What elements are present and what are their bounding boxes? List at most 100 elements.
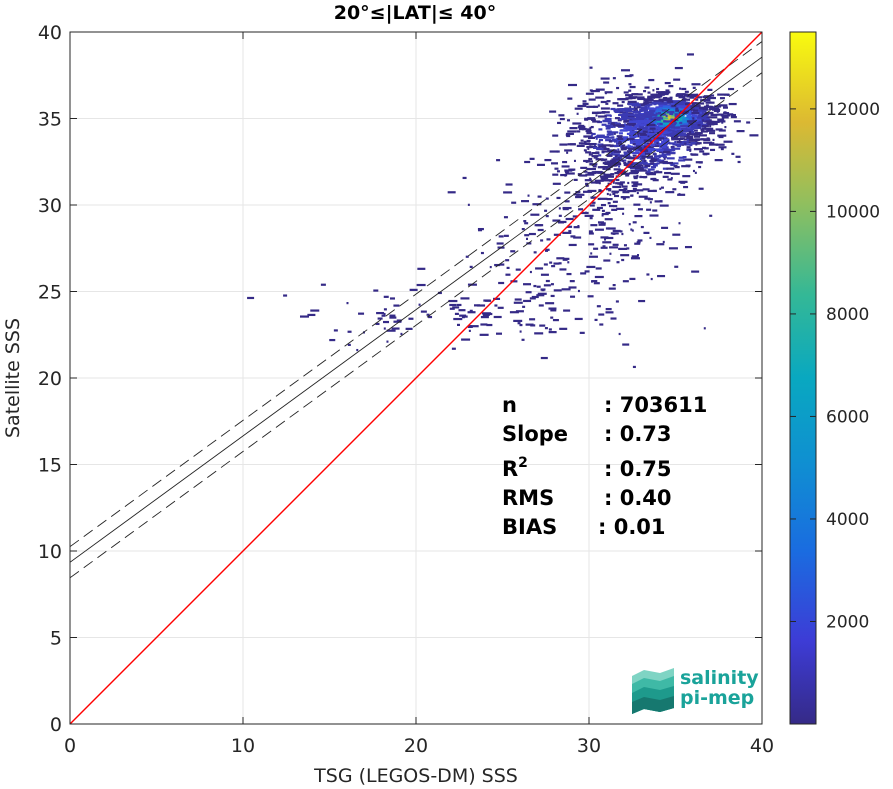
density-cell [637, 120, 647, 123]
density-cell [628, 107, 635, 111]
density-cell [700, 99, 705, 102]
density-cell [705, 104, 709, 107]
density-cell [652, 148, 661, 152]
density-cell [521, 227, 525, 231]
density-cell [656, 109, 664, 112]
density-cell [609, 162, 615, 165]
density-cell [670, 177, 673, 180]
density-cell [606, 130, 612, 133]
density-cell [691, 153, 697, 156]
density-cell [679, 121, 683, 125]
stat-value: : 0.75 [604, 457, 672, 481]
density-cell [677, 133, 687, 136]
density-cell [666, 148, 676, 151]
y-tick-label: 10 [38, 541, 62, 563]
density-cell [611, 208, 618, 211]
density-cell [545, 215, 549, 218]
density-cell [601, 209, 605, 212]
density-cell [637, 141, 643, 144]
density-cell [510, 280, 518, 283]
density-cell [686, 109, 689, 112]
density-cell [650, 177, 656, 181]
density-cell [400, 332, 403, 336]
density-cell [531, 295, 539, 299]
density-cell [496, 242, 504, 245]
density-cell [453, 317, 463, 321]
density-cell [632, 107, 638, 110]
density-cell [614, 117, 620, 120]
density-cell [582, 102, 589, 105]
density-cell [596, 147, 605, 151]
density-cell [595, 88, 605, 91]
density-cell [662, 143, 669, 146]
density-cell [553, 262, 560, 265]
density-cell [510, 250, 516, 253]
density-cell [543, 263, 548, 266]
density-cell [673, 121, 677, 125]
density-cell [675, 93, 683, 96]
density-cell [596, 134, 605, 137]
density-cell [347, 343, 351, 346]
density-cell [622, 280, 629, 283]
density-cell [586, 265, 596, 269]
salinity-pi-mep-logo: salinity pi-mep [632, 667, 759, 714]
density-cell [661, 137, 668, 140]
density-cell [467, 283, 477, 286]
density-cell [699, 115, 708, 118]
density-cell [623, 139, 627, 142]
density-cell [730, 113, 736, 117]
density-cell [598, 313, 605, 316]
density-cell [626, 137, 635, 141]
density-cell [627, 115, 637, 118]
density-cell [731, 152, 735, 155]
density-cell [601, 212, 609, 216]
density-cell [524, 222, 529, 225]
density-cell [689, 96, 695, 99]
density-cell [377, 317, 383, 320]
density-cell [702, 152, 710, 155]
density-cell [558, 114, 565, 117]
density-cell [690, 153, 693, 156]
density-cell [505, 259, 510, 262]
density-cell [639, 175, 648, 179]
density-cell [673, 127, 681, 131]
density-cell [478, 229, 483, 232]
density-cell [428, 315, 433, 319]
density-cell [676, 143, 680, 146]
density-cell [646, 123, 656, 127]
density-cell [670, 163, 674, 166]
density-cell [581, 128, 585, 131]
density-cell [605, 311, 614, 314]
density-cell [588, 157, 593, 161]
stat-value: : 0.73 [604, 422, 672, 446]
density-cell [462, 176, 467, 180]
density-cell [535, 267, 544, 270]
fit-line [70, 56, 762, 563]
density-cell [686, 138, 689, 142]
density-cell [684, 245, 692, 249]
density-cell [610, 159, 617, 162]
density-cell [644, 116, 653, 119]
density-cell [585, 184, 589, 187]
density-cell [650, 135, 655, 138]
density-cell [630, 127, 638, 131]
density-cell [642, 102, 647, 106]
density-cell [552, 182, 561, 185]
density-cell [601, 214, 604, 217]
stat-label: Slope [502, 422, 568, 446]
density-cell [572, 215, 578, 218]
density-cell [615, 178, 620, 182]
density-cell [579, 174, 588, 177]
density-cell [663, 120, 673, 123]
density-cell [612, 77, 616, 80]
density-cell [699, 150, 705, 153]
density-cell [659, 204, 669, 207]
density-cell [634, 125, 640, 128]
density-cell [605, 102, 609, 105]
density-cell [600, 177, 606, 180]
density-cell [652, 209, 658, 212]
density-cell [686, 146, 691, 149]
density-cell [643, 176, 647, 179]
density-cell [606, 118, 610, 121]
density-cell [668, 247, 678, 250]
